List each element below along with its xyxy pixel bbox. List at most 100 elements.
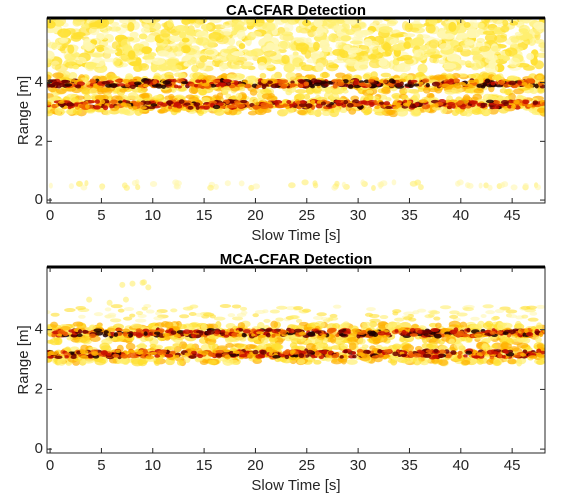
- heat-cell: [320, 80, 328, 85]
- heat-cell: [508, 57, 521, 68]
- heat-cell: [412, 357, 422, 366]
- heat-cell: [220, 24, 232, 29]
- heat-cell: [333, 99, 342, 104]
- heat-cell: [150, 103, 158, 107]
- heat-cell: [206, 330, 215, 335]
- heat-cell: [194, 22, 201, 28]
- heat-cell: [235, 93, 243, 100]
- heat-cell: [465, 105, 472, 109]
- heat-cell: [512, 88, 525, 95]
- heat-cell: [161, 84, 166, 89]
- heat-cell: [500, 342, 512, 350]
- heat-cell: [365, 83, 372, 88]
- heat-cell: [188, 86, 198, 94]
- heat-cell: [441, 336, 451, 342]
- heat-cell: [231, 51, 244, 57]
- heat-cell: [184, 27, 195, 36]
- heat-cell: [322, 349, 328, 355]
- heat-cell: [212, 79, 221, 83]
- heat-cell: [223, 49, 235, 54]
- heat-cell: [268, 352, 274, 356]
- heat-cell: [224, 180, 231, 187]
- heat-cell: [215, 321, 222, 329]
- heat-cell: [168, 105, 173, 110]
- heat-cell: [297, 358, 306, 365]
- heat-cell: [381, 86, 391, 94]
- heat-cell: [213, 183, 219, 190]
- heat-cell: [47, 20, 56, 29]
- heat-cell: [320, 101, 327, 106]
- heat-cell: [131, 180, 138, 187]
- heat-cell: [374, 105, 380, 110]
- heat-cell: [534, 83, 539, 89]
- heat-cell: [187, 59, 197, 66]
- heat-cell: [499, 182, 505, 189]
- heat-cell: [426, 93, 435, 99]
- heat-cell: [452, 78, 461, 84]
- heat-cell: [96, 88, 108, 93]
- heat-cell: [207, 351, 214, 357]
- heat-cell: [282, 33, 294, 42]
- heat-cell: [282, 350, 290, 355]
- heat-cell: [536, 52, 545, 58]
- heat-cell: [220, 82, 225, 88]
- heat-cell: [485, 99, 494, 104]
- heat-cell: [287, 328, 296, 334]
- heat-cell: [494, 34, 508, 43]
- heat-cell: [47, 310, 51, 315]
- heat-cell: [54, 355, 63, 359]
- heat-cell: [447, 101, 456, 106]
- heat-cell: [61, 79, 71, 84]
- heat-cell: [72, 108, 82, 115]
- heat-cell: [382, 79, 388, 84]
- heat-cell: [502, 331, 509, 336]
- heat-cell: [215, 353, 223, 358]
- heat-cell: [392, 106, 399, 110]
- heat-cell: [516, 342, 529, 349]
- heat-cell: [485, 63, 499, 74]
- heat-cell: [443, 33, 455, 40]
- heat-cell: [363, 79, 370, 84]
- heat-cell: [138, 359, 147, 367]
- heat-cell: [500, 25, 510, 33]
- heat-cell: [491, 316, 498, 321]
- heat-cell: [536, 359, 545, 365]
- heat-cell: [445, 328, 451, 332]
- heat-cell: [295, 42, 309, 53]
- heat-cell: [321, 39, 330, 44]
- heat-cell: [309, 331, 316, 336]
- heat-cell: [501, 355, 506, 359]
- heat-cell: [203, 105, 210, 110]
- heat-cell: [231, 20, 245, 28]
- heat-cell: [435, 322, 442, 329]
- heat-cell: [369, 102, 375, 107]
- heat-cell: [519, 353, 527, 357]
- heat-cell: [72, 64, 80, 70]
- heat-cell: [385, 105, 393, 110]
- heat-cell: [243, 83, 252, 89]
- heat-cell: [522, 182, 529, 189]
- heat-cell: [222, 357, 234, 366]
- heat-cell: [147, 52, 157, 58]
- heat-cell: [305, 103, 313, 109]
- heat-cell: [167, 57, 180, 65]
- heat-cell: [505, 309, 518, 314]
- heat-cell: [122, 358, 130, 366]
- heat-cell: [141, 46, 152, 55]
- heat-cell: [443, 62, 457, 70]
- heat-cell: [166, 19, 174, 28]
- heat-cell: [411, 23, 425, 29]
- heat-cell: [347, 336, 360, 343]
- heat-cell: [117, 331, 123, 337]
- heat-cell: [213, 316, 226, 321]
- x-tick-label: 25: [298, 457, 315, 474]
- heat-cell: [450, 350, 457, 355]
- heat-cell: [173, 84, 179, 89]
- heat-cell: [315, 62, 324, 72]
- heat-cell: [298, 103, 308, 108]
- heat-cell: [177, 85, 182, 89]
- heat-cell: [312, 315, 324, 320]
- heat-cell: [383, 101, 391, 106]
- heat-cell: [312, 180, 318, 187]
- heat-cell: [169, 34, 182, 43]
